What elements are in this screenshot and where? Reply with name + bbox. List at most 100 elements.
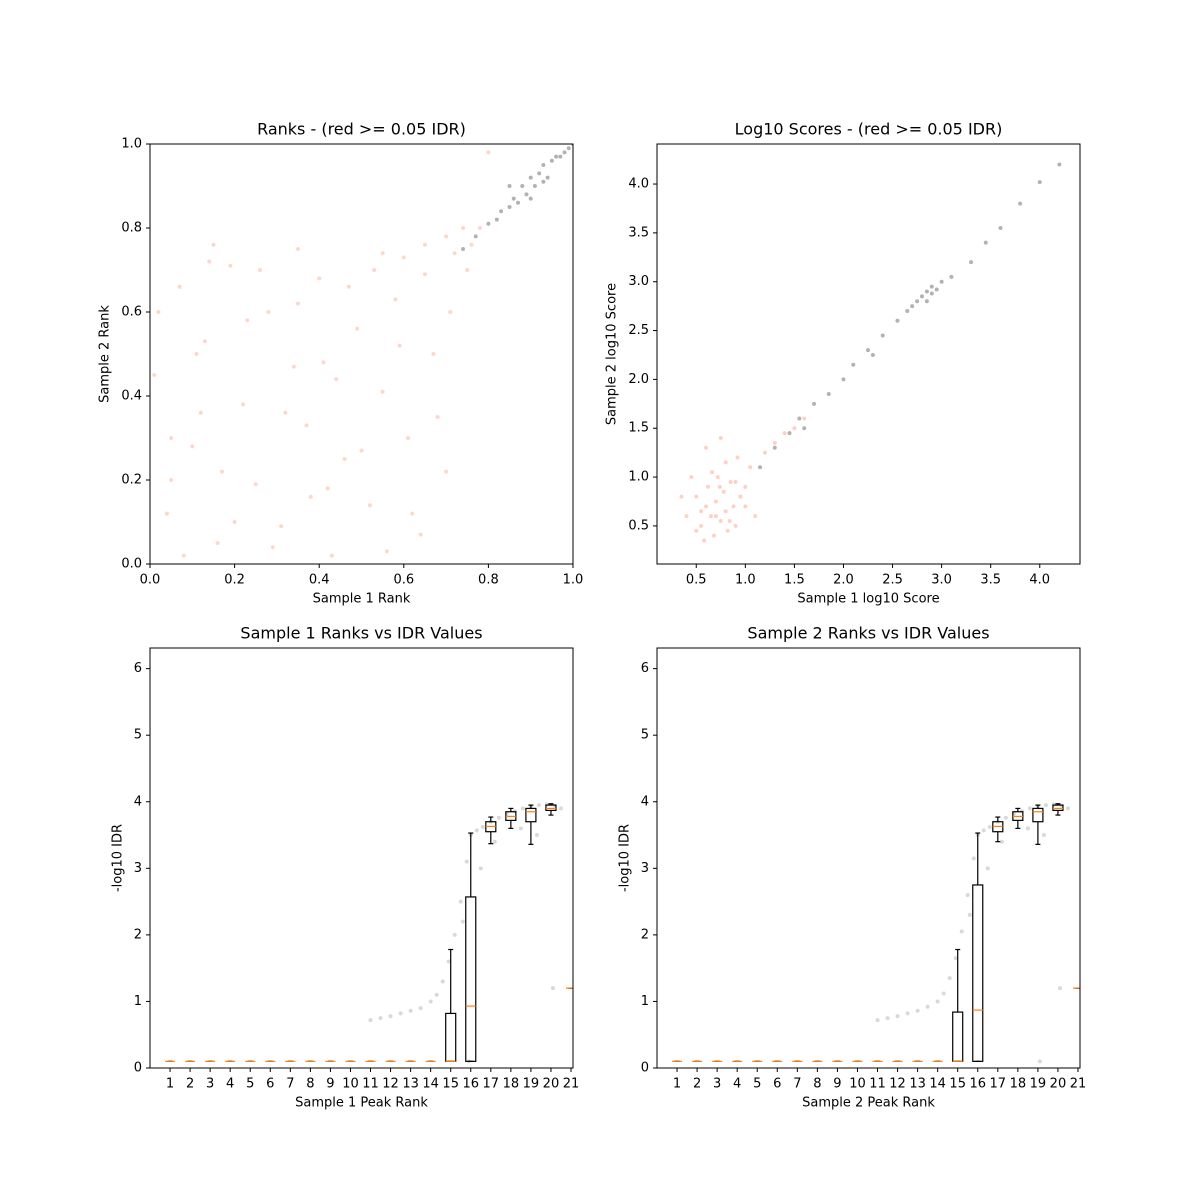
point	[397, 343, 402, 348]
x-tick-label: 9	[326, 1077, 334, 1092]
point	[924, 299, 929, 304]
point	[464, 859, 469, 864]
point	[717, 484, 722, 489]
x-tick-label: 0.4	[309, 573, 330, 588]
y-tick-label: 3.5	[628, 225, 649, 240]
x-tick-label: 12	[889, 1077, 906, 1092]
point	[534, 833, 539, 838]
x-tick-label: 1.0	[735, 573, 756, 588]
point	[953, 956, 958, 961]
point	[1037, 180, 1042, 185]
point	[325, 486, 330, 491]
point	[428, 999, 433, 1004]
x-tick-label: 2	[693, 1077, 701, 1092]
point	[461, 247, 466, 251]
point	[334, 377, 339, 382]
point	[728, 479, 733, 484]
point	[895, 1014, 900, 1019]
point	[266, 310, 271, 314]
y-tick-label: 0.5	[628, 518, 649, 533]
point	[934, 287, 939, 292]
point	[253, 482, 258, 487]
point	[723, 460, 728, 465]
point	[448, 310, 453, 314]
x-tick-label: 10	[849, 1077, 866, 1092]
point	[446, 959, 451, 964]
x-tick-label: 17	[990, 1077, 1007, 1092]
x-tick-label: 0.0	[140, 573, 161, 588]
point	[566, 146, 571, 151]
point	[480, 825, 485, 830]
x-tick-label: 3	[206, 1077, 214, 1092]
y-tick-label: 0	[641, 1061, 649, 1076]
x-tick-label: 13	[909, 1077, 926, 1092]
point	[802, 426, 807, 431]
point	[355, 326, 360, 331]
point	[532, 184, 537, 188]
point	[718, 436, 723, 440]
point	[1043, 803, 1048, 808]
x-tick-label: 3.0	[931, 573, 952, 588]
point	[270, 545, 275, 550]
point	[929, 284, 934, 289]
point	[1027, 806, 1032, 811]
point	[748, 465, 753, 470]
x-tick-label: 1.0	[563, 573, 584, 588]
point	[418, 1006, 423, 1011]
point	[507, 205, 512, 209]
x-tick-label: 13	[402, 1077, 419, 1092]
point	[418, 532, 423, 537]
y-tick-label: 1.5	[628, 421, 649, 436]
axes-frame	[656, 647, 1081, 1069]
point	[329, 553, 334, 558]
x-tick-label: 2.0	[833, 573, 854, 588]
x-tick-label: 6	[773, 1077, 781, 1092]
point	[787, 431, 792, 436]
x-tick-label: 14	[422, 1077, 439, 1092]
point	[169, 436, 174, 440]
point	[279, 524, 284, 529]
point	[941, 991, 946, 996]
y-tick-label: 6	[134, 661, 142, 676]
x-tick-label: 7	[793, 1077, 801, 1092]
point	[709, 470, 714, 475]
point	[782, 431, 787, 436]
y-tick-label: 4	[134, 794, 142, 809]
point	[702, 538, 707, 543]
point	[699, 509, 704, 514]
x-tick-label: 3.5	[980, 573, 1001, 588]
x-tick-label: 0.5	[686, 573, 707, 588]
x-tick-label: 11	[869, 1077, 886, 1092]
x-axis-label: Sample 1 Rank	[313, 592, 411, 607]
point	[444, 234, 449, 239]
point	[194, 352, 199, 356]
x-tick-label: 16	[969, 1077, 986, 1092]
point	[368, 1018, 373, 1023]
point	[866, 348, 871, 353]
point	[452, 251, 457, 256]
point	[458, 899, 463, 904]
y-axis-label: -log10 IDR	[618, 824, 633, 892]
point	[725, 528, 730, 533]
point	[321, 360, 326, 365]
point	[245, 318, 250, 323]
x-tick-label: 21	[563, 1077, 580, 1092]
point	[694, 494, 699, 499]
point	[317, 276, 322, 281]
box	[545, 804, 557, 812]
point	[549, 158, 554, 163]
point	[935, 999, 940, 1004]
point	[915, 1008, 920, 1013]
x-tick-label: 2.5	[882, 573, 903, 588]
y-tick-label: 1.0	[121, 137, 142, 152]
point	[919, 294, 924, 299]
point	[987, 825, 992, 830]
point	[207, 259, 212, 264]
x-tick-label: 2	[186, 1077, 194, 1092]
point	[283, 410, 288, 415]
point	[346, 284, 351, 289]
box	[445, 1012, 457, 1062]
y-tick-label: 4	[641, 794, 649, 809]
x-tick-label: 1	[166, 1077, 174, 1092]
point	[1065, 806, 1070, 811]
